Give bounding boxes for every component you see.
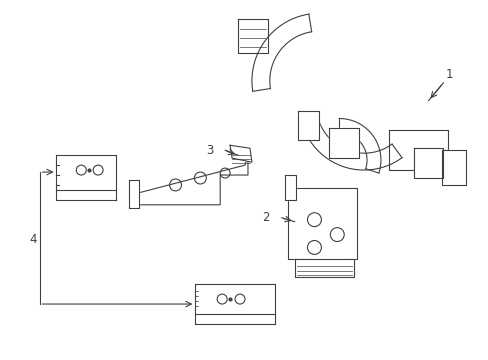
Polygon shape [131, 155, 247, 205]
Polygon shape [238, 19, 267, 53]
Text: 2: 2 [262, 211, 269, 224]
Polygon shape [195, 284, 274, 314]
Polygon shape [251, 14, 311, 91]
Text: 3: 3 [206, 144, 213, 157]
Polygon shape [56, 155, 116, 190]
Polygon shape [302, 120, 401, 170]
Polygon shape [339, 118, 380, 173]
Text: 4: 4 [30, 233, 37, 246]
Polygon shape [287, 188, 356, 267]
Polygon shape [284, 175, 295, 200]
Polygon shape [297, 111, 319, 140]
Polygon shape [413, 148, 443, 178]
Polygon shape [129, 180, 139, 208]
Polygon shape [230, 145, 251, 162]
Text: 1: 1 [445, 68, 452, 81]
Polygon shape [328, 129, 358, 158]
Polygon shape [442, 150, 466, 185]
Polygon shape [388, 130, 447, 170]
Polygon shape [294, 260, 353, 277]
